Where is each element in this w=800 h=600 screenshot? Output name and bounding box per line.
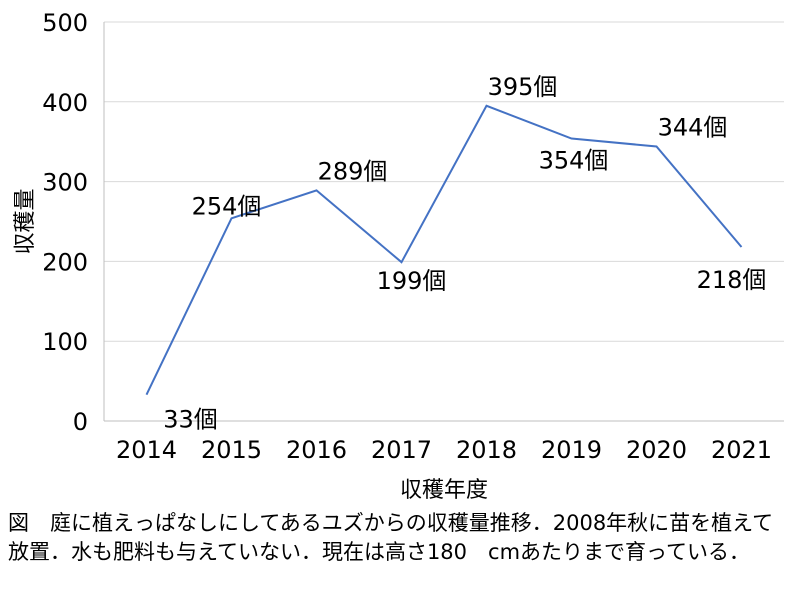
data-label: 33個 [163, 406, 218, 434]
x-tick-label: 2020 [626, 436, 687, 464]
y-tick-label: 400 [42, 89, 88, 117]
y-tick-label: 500 [42, 9, 88, 37]
x-tick-label: 2017 [371, 436, 432, 464]
y-tick-label: 0 [73, 408, 88, 436]
x-tick-labels: 2014 2015 2016 2017 2018 2019 2020 2021 [116, 436, 772, 464]
y-tick-label: 300 [42, 169, 88, 197]
data-label: 395個 [488, 73, 558, 101]
data-label: 218個 [697, 266, 767, 294]
y-tick-label: 100 [42, 328, 88, 356]
figure-caption: 図 庭に植えっぱなしにしてあるユズからの収穫量推移．2008年秋に苗を植えて放置… [8, 511, 774, 564]
x-tick-label: 2019 [541, 436, 602, 464]
data-label: 344個 [658, 113, 728, 141]
y-tick-label: 200 [42, 248, 88, 276]
data-label: 254個 [192, 192, 262, 220]
series-line [145, 104, 743, 396]
y-tick-labels: 0 100 200 300 400 500 [42, 9, 88, 436]
data-labels: 33個 254個 289個 199個 395個 354個 344個 218個 [163, 73, 766, 434]
x-tick-label: 2016 [286, 436, 347, 464]
x-tick-label: 2014 [116, 436, 177, 464]
x-tick-label: 2018 [456, 436, 517, 464]
data-label: 199個 [377, 267, 447, 295]
gridlines [104, 21, 784, 422]
y-axis-title: 収穫量 [13, 188, 38, 254]
x-tick-label: 2015 [201, 436, 262, 464]
data-label: 354個 [539, 147, 609, 175]
x-axis-title: 収穫年度 [400, 478, 488, 503]
data-label: 289個 [318, 157, 388, 185]
x-tick-label: 2021 [711, 436, 772, 464]
